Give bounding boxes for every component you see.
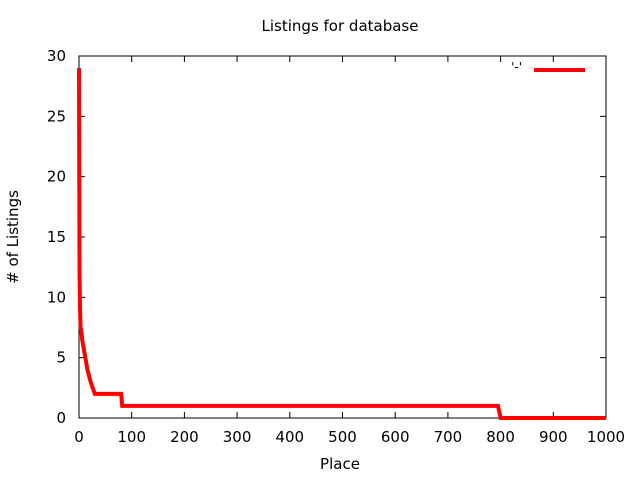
x-tick-label: 600 (381, 428, 410, 446)
y-axis-label: # of Listings (4, 190, 22, 284)
x-axis: 0 100 200 300 400 500 600 700 800 900 1000 (74, 56, 625, 446)
x-tick-label: 700 (434, 428, 463, 446)
x-tick-label: 100 (117, 428, 146, 446)
x-tick-label: 0 (74, 428, 84, 446)
series-line-0 (77, 68, 606, 420)
y-tick-label: 20 (47, 168, 66, 186)
y-tick-label: 0 (56, 409, 66, 427)
y-tick-label: 25 (47, 107, 66, 125)
x-tick-label: 300 (223, 428, 252, 446)
x-axis-label: Place (320, 455, 360, 473)
y-tick-label: 30 (47, 47, 66, 65)
x-tick-label: 800 (486, 428, 515, 446)
y-tick-label: 10 (47, 288, 66, 306)
x-tick-label: 900 (539, 428, 568, 446)
x-tick-label: 1000 (587, 428, 625, 446)
legend: '-' (511, 60, 585, 74)
x-tick-label: 200 (170, 428, 199, 446)
series-layer (77, 68, 606, 420)
y-tick-label: 5 (56, 349, 66, 367)
y-tick-label: 15 (47, 228, 66, 246)
y-axis: 0 5 10 15 20 25 30 (47, 47, 606, 427)
legend-label: '-' (511, 60, 522, 74)
x-tick-label: 500 (328, 428, 357, 446)
x-tick-label: 400 (275, 428, 304, 446)
plot-frame (78, 55, 607, 419)
chart-title: Listings for database (262, 17, 419, 35)
